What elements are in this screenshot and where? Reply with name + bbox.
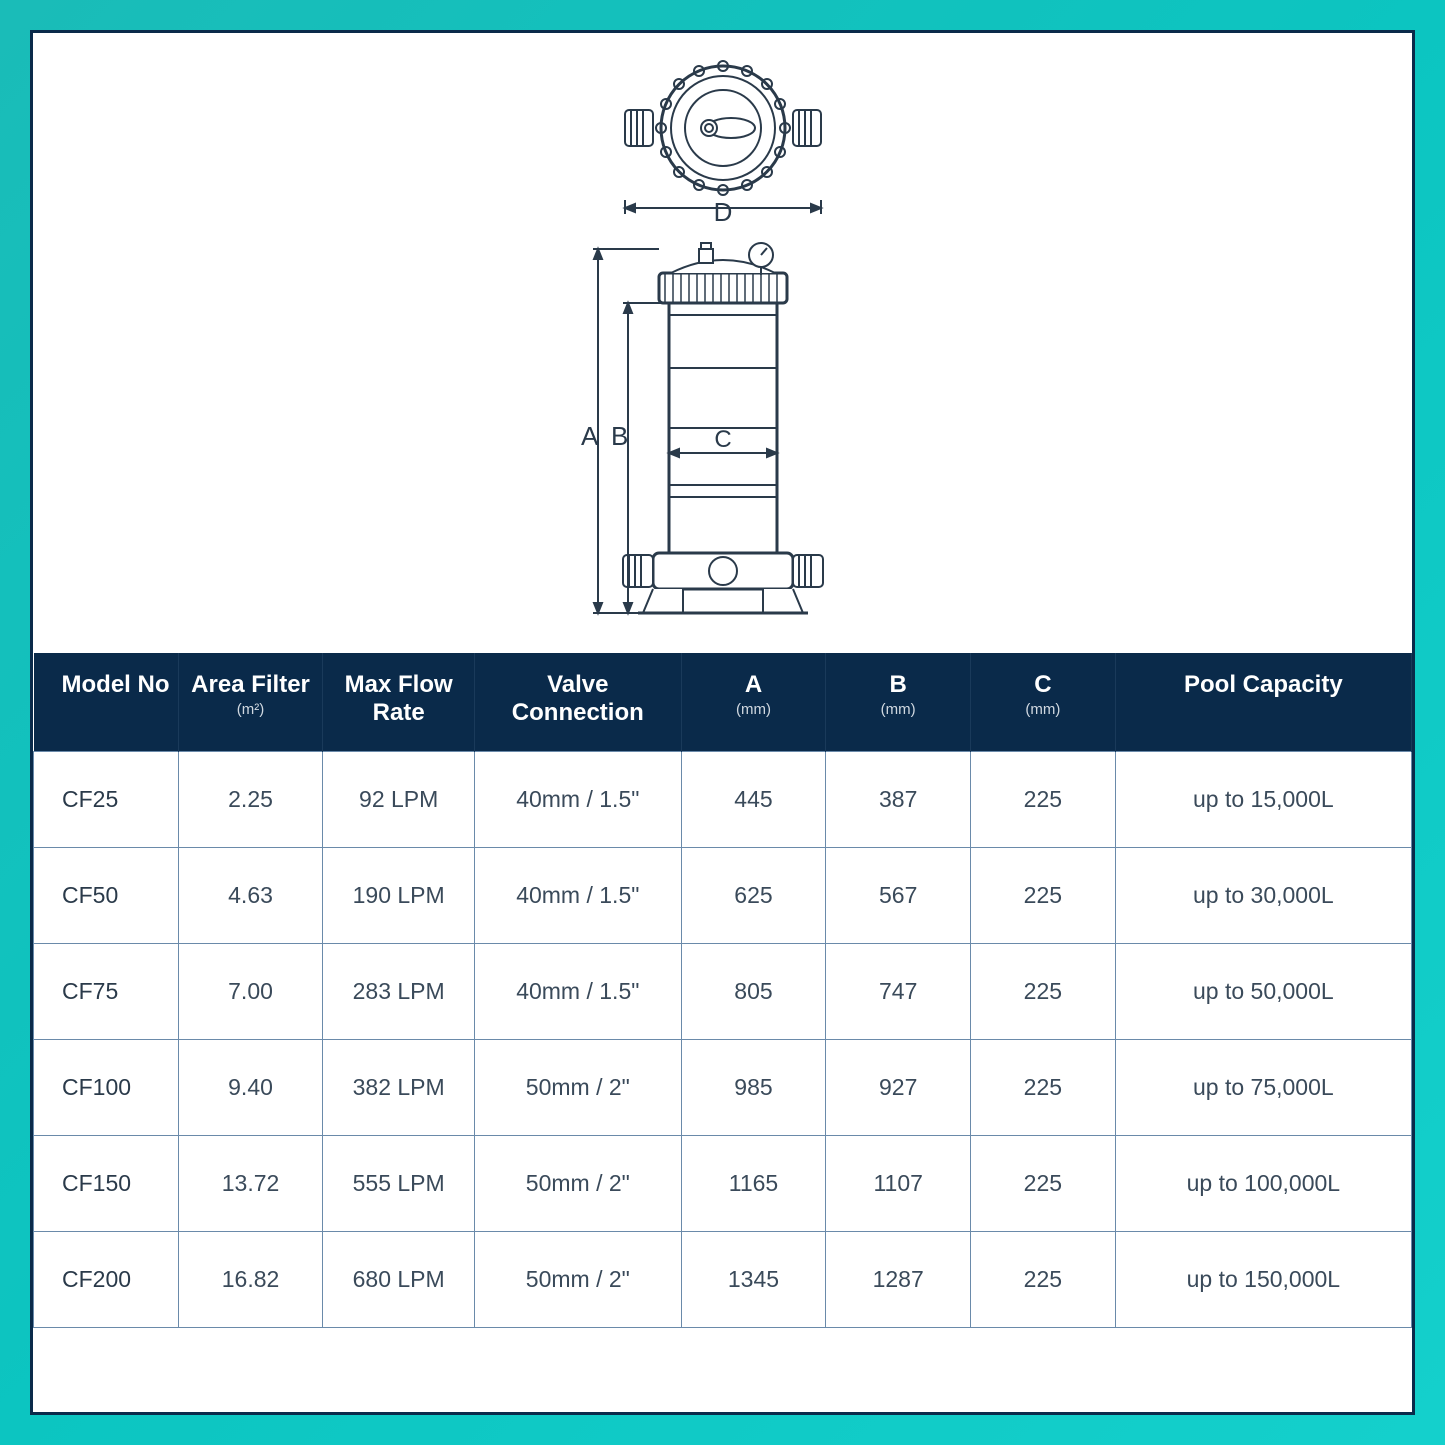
cell-pool: up to 50,000L bbox=[1115, 944, 1411, 1040]
cell-c: 225 bbox=[971, 752, 1116, 848]
cell-b: 1107 bbox=[826, 1136, 971, 1232]
table-row: CF1009.40382 LPM50mm / 2"985927225up to … bbox=[34, 1040, 1412, 1136]
table-header-row: Model No Area Filter(m²) Max Flow Rate V… bbox=[34, 653, 1412, 752]
cell-c: 225 bbox=[971, 944, 1116, 1040]
spec-frame: D bbox=[30, 30, 1415, 1415]
cell-model: CF50 bbox=[34, 848, 179, 944]
table-row: CF252.2592 LPM40mm / 1.5"445387225up to … bbox=[34, 752, 1412, 848]
spec-table: Model No Area Filter(m²) Max Flow Rate V… bbox=[33, 653, 1412, 1328]
col-a: A(mm) bbox=[681, 653, 826, 752]
cell-valve: 50mm / 2" bbox=[474, 1232, 681, 1328]
cell-a: 445 bbox=[681, 752, 826, 848]
cell-model: CF100 bbox=[34, 1040, 179, 1136]
cell-flow: 680 LPM bbox=[323, 1232, 475, 1328]
cell-a: 805 bbox=[681, 944, 826, 1040]
dim-label-a: A bbox=[581, 421, 599, 451]
cell-a: 625 bbox=[681, 848, 826, 944]
col-pool: Pool Capacity bbox=[1115, 653, 1411, 752]
table-row: CF20016.82680 LPM50mm / 2"13451287225up … bbox=[34, 1232, 1412, 1328]
cell-pool: up to 30,000L bbox=[1115, 848, 1411, 944]
cell-pool: up to 75,000L bbox=[1115, 1040, 1411, 1136]
table-body: CF252.2592 LPM40mm / 1.5"445387225up to … bbox=[34, 752, 1412, 1328]
cell-pool: up to 150,000L bbox=[1115, 1232, 1411, 1328]
cell-area: 16.82 bbox=[178, 1232, 323, 1328]
dim-label-d: D bbox=[713, 197, 732, 227]
dim-label-c: C bbox=[714, 426, 731, 453]
cell-c: 225 bbox=[971, 1040, 1116, 1136]
col-model: Model No bbox=[34, 653, 179, 752]
cell-area: 13.72 bbox=[178, 1136, 323, 1232]
cell-valve: 40mm / 1.5" bbox=[474, 848, 681, 944]
table-row: CF757.00283 LPM40mm / 1.5"805747225up to… bbox=[34, 944, 1412, 1040]
cell-model: CF75 bbox=[34, 944, 179, 1040]
cell-b: 1287 bbox=[826, 1232, 971, 1328]
cell-a: 985 bbox=[681, 1040, 826, 1136]
col-c: C(mm) bbox=[971, 653, 1116, 752]
cell-model: CF150 bbox=[34, 1136, 179, 1232]
col-area: Area Filter(m²) bbox=[178, 653, 323, 752]
cell-flow: 555 LPM bbox=[323, 1136, 475, 1232]
cell-flow: 283 LPM bbox=[323, 944, 475, 1040]
cell-b: 927 bbox=[826, 1040, 971, 1136]
cell-pool: up to 100,000L bbox=[1115, 1136, 1411, 1232]
cell-area: 2.25 bbox=[178, 752, 323, 848]
cell-a: 1165 bbox=[681, 1136, 826, 1232]
cell-pool: up to 15,000L bbox=[1115, 752, 1411, 848]
cell-flow: 92 LPM bbox=[323, 752, 475, 848]
cell-model: CF25 bbox=[34, 752, 179, 848]
table-row: CF15013.72555 LPM50mm / 2"11651107225up … bbox=[34, 1136, 1412, 1232]
dim-label-b: B bbox=[611, 421, 628, 451]
cell-b: 567 bbox=[826, 848, 971, 944]
cell-flow: 382 LPM bbox=[323, 1040, 475, 1136]
cell-c: 225 bbox=[971, 848, 1116, 944]
cell-b: 747 bbox=[826, 944, 971, 1040]
cell-valve: 50mm / 2" bbox=[474, 1040, 681, 1136]
cell-c: 225 bbox=[971, 1232, 1116, 1328]
col-valve: Valve Connection bbox=[474, 653, 681, 752]
cell-area: 9.40 bbox=[178, 1040, 323, 1136]
table-row: CF504.63190 LPM40mm / 1.5"625567225up to… bbox=[34, 848, 1412, 944]
cell-area: 7.00 bbox=[178, 944, 323, 1040]
product-diagram: D bbox=[33, 33, 1412, 653]
col-b: B(mm) bbox=[826, 653, 971, 752]
cell-valve: 40mm / 1.5" bbox=[474, 944, 681, 1040]
cell-a: 1345 bbox=[681, 1232, 826, 1328]
cell-valve: 50mm / 2" bbox=[474, 1136, 681, 1232]
cell-area: 4.63 bbox=[178, 848, 323, 944]
filter-diagram-svg: D bbox=[463, 53, 983, 633]
cell-flow: 190 LPM bbox=[323, 848, 475, 944]
cell-c: 225 bbox=[971, 1136, 1116, 1232]
cell-valve: 40mm / 1.5" bbox=[474, 752, 681, 848]
cell-b: 387 bbox=[826, 752, 971, 848]
cell-model: CF200 bbox=[34, 1232, 179, 1328]
col-flow: Max Flow Rate bbox=[323, 653, 475, 752]
